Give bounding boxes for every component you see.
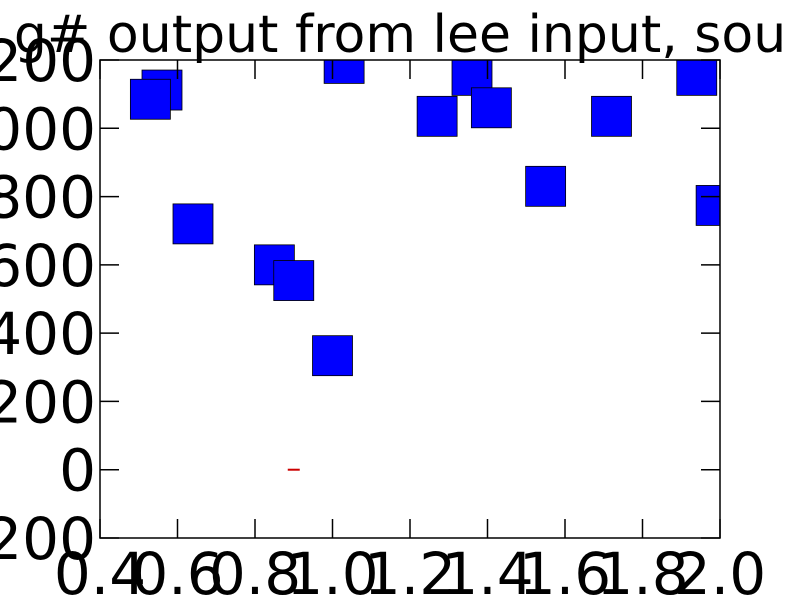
axes-layer <box>99 59 721 539</box>
y-tick-label: 600 <box>0 232 96 300</box>
x-tick-label: 2.0 <box>674 540 766 600</box>
x-tick-label: 1.0 <box>286 540 378 600</box>
data-point <box>470 87 512 129</box>
y-tick-label: 0 <box>59 437 96 505</box>
plot-area <box>129 60 720 471</box>
data-point <box>273 260 315 301</box>
x-tick-label: 0.6 <box>131 540 223 600</box>
x-tick-label: 1.4 <box>441 540 533 600</box>
data-point <box>129 78 171 120</box>
y-tick-label: 800 <box>0 164 96 232</box>
x-tick-label: 1.6 <box>519 540 611 600</box>
x-tick-label: 0.4 <box>54 540 146 600</box>
y-tick-label: 200 <box>0 505 96 573</box>
data-point <box>312 335 353 377</box>
x-tick-label: 1.2 <box>364 540 456 600</box>
y-tick-label: 1000 <box>0 95 96 163</box>
points-layer <box>129 60 720 471</box>
data-point <box>172 203 214 245</box>
data-point <box>591 95 632 137</box>
x-tick-label: 1.8 <box>596 540 688 600</box>
y-tick-label: 200 <box>0 368 96 436</box>
data-point <box>695 185 720 226</box>
data-point <box>525 165 567 207</box>
y-tick-label: 1200 <box>0 27 96 95</box>
data-point <box>416 95 458 137</box>
labels-layer: 0.40.60.81.01.21.41.61.82.02000200400600… <box>0 27 766 600</box>
data-point <box>676 60 718 96</box>
x-tick-label: 0.8 <box>209 540 301 600</box>
data-point <box>323 60 365 84</box>
chart-title: g# output from lee input, sou <box>14 5 786 65</box>
y-tick-label: 400 <box>0 300 96 368</box>
